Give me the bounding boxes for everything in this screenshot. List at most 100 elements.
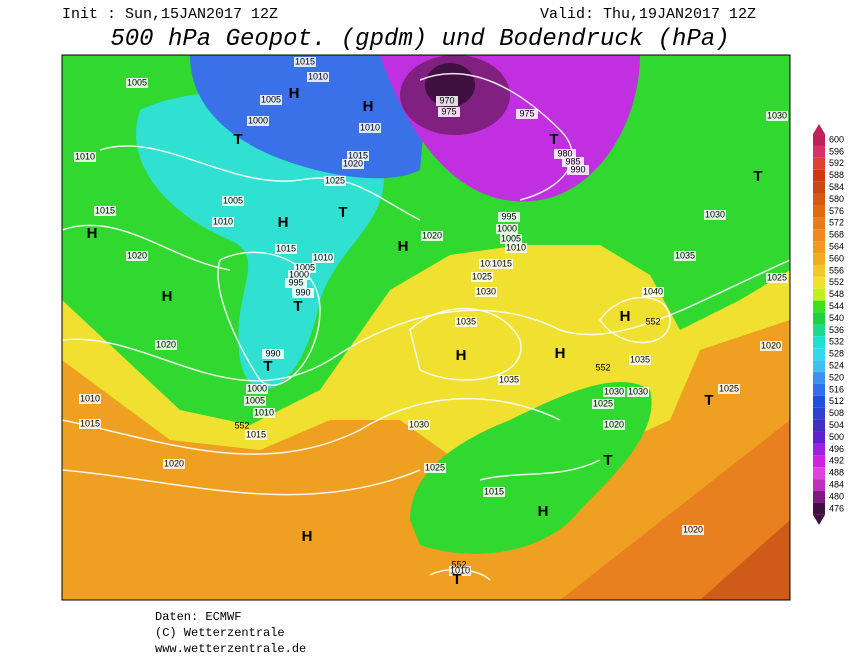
pressure-center: T: [603, 452, 612, 469]
isobar-label: 1030: [628, 386, 648, 396]
colorbar-label: 588: [829, 170, 844, 180]
colorbar-swatch: [813, 467, 825, 480]
pressure-center: T: [338, 204, 347, 221]
isobar-label: 1010: [213, 216, 233, 226]
label-box: [244, 396, 266, 406]
isobar-label: 1020: [156, 339, 176, 349]
isobar-label: 1015: [95, 205, 115, 215]
colorbar-swatch: [813, 145, 825, 158]
colorbar-swatch: [813, 157, 825, 170]
pressure-center: H: [302, 528, 313, 545]
colorbar-label: 556: [829, 265, 844, 275]
colorbar-label: 552: [829, 277, 844, 287]
colorbar-swatch: [813, 395, 825, 408]
label-box: [424, 463, 446, 473]
isobar-label: 1000: [248, 115, 268, 125]
label-box: [74, 152, 96, 162]
colorbar-swatch: [813, 479, 825, 492]
colorbar-label: 596: [829, 146, 844, 156]
colorbar-swatch: [813, 264, 825, 277]
label-box: [285, 278, 307, 288]
label-box: [222, 196, 244, 206]
isobar-label: 1000: [497, 223, 517, 233]
label-box: [498, 375, 520, 385]
label-box: [260, 95, 282, 105]
isobar-label: 1025: [425, 462, 445, 472]
isobar-label: 995: [501, 211, 516, 221]
pressure-center: H: [620, 308, 631, 325]
label-box: [592, 399, 614, 409]
isobar-label: 990: [570, 164, 585, 174]
colorbar-label: 496: [829, 444, 844, 454]
label-box: [760, 341, 782, 351]
label-box: [163, 459, 185, 469]
label-box: [292, 288, 314, 298]
geopotential-label: 552: [451, 559, 466, 569]
colorbar-swatch: [813, 300, 825, 313]
valid-time: Valid: Thu,19JAN2017 12Z: [540, 6, 756, 23]
label-box: [627, 387, 649, 397]
isobar-label: 1030: [767, 110, 787, 120]
label-box: [674, 251, 696, 261]
isobar-label: 1015: [348, 150, 368, 160]
pressure-center: T: [549, 131, 558, 148]
isobar-label: 1030: [476, 286, 496, 296]
colorbar-label: 564: [829, 241, 844, 251]
isobar-label: 975: [519, 108, 534, 118]
colorbar-label: 484: [829, 479, 844, 489]
label-box: [603, 420, 625, 430]
label-box: [155, 340, 177, 350]
colorbar-label: 540: [829, 313, 844, 323]
pressure-center: T: [704, 392, 713, 409]
colorbar-label: 476: [829, 503, 844, 513]
colorbar-label: 568: [829, 230, 844, 240]
label-box: [275, 244, 297, 254]
colorbar-label: 488: [829, 468, 844, 478]
isobar-label: 1010: [254, 407, 274, 417]
colorbar-label: 580: [829, 194, 844, 204]
title: 500 hPa Geopot. (gpdm) und Bodendruck (h…: [110, 26, 729, 53]
isobar-label: 1020: [761, 340, 781, 350]
isobar-label: 1015: [276, 243, 296, 253]
pressure-center: T: [233, 131, 242, 148]
map-area: [62, 55, 790, 600]
isobar-label: 1015: [484, 486, 504, 496]
isobar-label: 1020: [343, 158, 363, 168]
colorbar-swatch: [813, 276, 825, 289]
label-box: [642, 287, 664, 297]
isobar-label: 1010: [308, 71, 328, 81]
label-box: [516, 109, 538, 119]
init-time: Init : Sun,15JAN2017 12Z: [62, 6, 278, 23]
colorbar-swatch: [813, 169, 825, 182]
label-box: [212, 217, 234, 227]
label-box: [126, 78, 148, 88]
isobar-label: 1000: [289, 269, 309, 279]
isobar-label: 1035: [675, 250, 695, 260]
label-box: [498, 212, 520, 222]
colorbar-label: 560: [829, 253, 844, 263]
isobar-label: 1005: [295, 262, 315, 272]
isobar-label: 1005: [245, 395, 265, 405]
colorbar-label: 508: [829, 408, 844, 418]
colorbar-arrow-top: [813, 124, 825, 135]
isobar-label: 1025: [593, 398, 613, 408]
colorbar-label: 504: [829, 420, 844, 430]
label-box: [421, 231, 443, 241]
pressure-center: H: [456, 347, 467, 364]
colorbar-label: 600: [829, 134, 844, 144]
isobar-label: 1020: [422, 230, 442, 240]
colorbar-swatch: [813, 443, 825, 456]
colorbar-swatch: [813, 324, 825, 337]
label-box: [483, 487, 505, 497]
label-box: [479, 259, 501, 269]
label-box: [500, 234, 522, 244]
isobar-label: 1025: [472, 271, 492, 281]
colorbar-swatch: [813, 229, 825, 242]
isobar-label: 1035: [456, 316, 476, 326]
label-box: [682, 525, 704, 535]
label-box: [294, 57, 316, 67]
label-box: [496, 224, 518, 234]
colorbar-swatch: [813, 181, 825, 194]
isobar-label: 1000: [247, 383, 267, 393]
